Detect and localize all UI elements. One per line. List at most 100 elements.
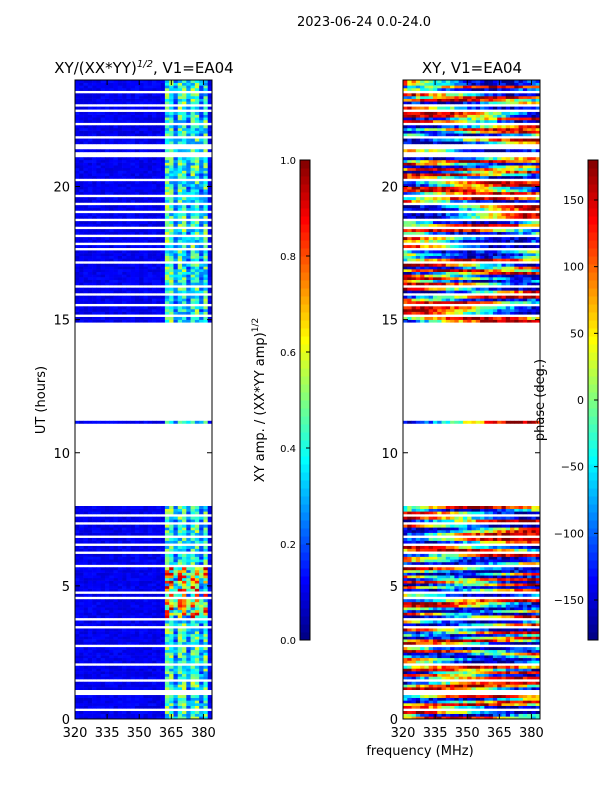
heatmap-cell (113, 191, 119, 195)
heatmap-cell (134, 713, 140, 717)
heatmap-cell (527, 655, 532, 659)
heatmap-cell (199, 266, 204, 270)
heatmap-cell (454, 657, 459, 661)
heatmap-cell (199, 713, 204, 717)
heatmap-cell (109, 85, 114, 89)
heatmap-cell (203, 290, 209, 294)
heatmap-cell (190, 657, 196, 661)
heatmap-cell (92, 127, 97, 131)
heatmap-cell (87, 85, 93, 89)
heatmap-cell (139, 700, 144, 704)
heatmap-cell (156, 631, 161, 635)
heatmap-cell (83, 266, 89, 270)
heatmap-cell (147, 529, 153, 533)
heatmap-cell (199, 569, 204, 573)
heatmap-cell (462, 687, 468, 691)
heatmap-cell (83, 183, 89, 187)
heatmap-cell (96, 716, 101, 720)
heatmap-cell (87, 506, 93, 509)
heatmap-cell (441, 668, 447, 672)
heatmap-cell (177, 207, 183, 211)
heatmap-cell (194, 162, 200, 166)
heatmap-cell (169, 130, 174, 134)
heatmap-cell (126, 279, 131, 283)
heatmap-cell (134, 114, 140, 118)
heatmap-cell (156, 82, 161, 86)
heatmap-cell (92, 628, 97, 632)
heatmap-cell (177, 295, 183, 299)
heatmap-cell (194, 695, 200, 698)
heatmap-cell (454, 695, 459, 698)
heatmap-cell (117, 269, 123, 272)
heatmap-cell (194, 197, 200, 201)
heatmap-cell (139, 255, 144, 259)
heatmap-cell (126, 263, 131, 267)
heatmap-cell (190, 647, 196, 651)
heatmap-cell (199, 604, 204, 608)
heatmap-cell (75, 237, 80, 241)
heatmap-cell (492, 649, 498, 653)
heatmap-cell (432, 697, 438, 701)
heatmap-cell (143, 157, 149, 161)
heatmap-cell (182, 258, 187, 262)
heatmap-cell (92, 506, 97, 509)
heatmap-cell (160, 162, 166, 166)
heatmap-cell (79, 130, 84, 134)
heatmap-cell (109, 82, 114, 86)
heatmap-cell (190, 649, 196, 653)
heatmap-cell (134, 660, 140, 664)
heatmap-cell (139, 199, 144, 203)
heatmap-cell (156, 532, 161, 536)
heatmap-cell (109, 527, 114, 531)
heatmap-cell (147, 628, 153, 632)
heatmap-cell (190, 673, 196, 677)
heatmap-cell (126, 162, 131, 166)
heatmap-cell (203, 588, 209, 592)
heatmap-cell (186, 98, 191, 102)
heatmap-cell (147, 221, 153, 225)
heatmap-cell (147, 633, 153, 637)
heatmap-cell (130, 593, 136, 597)
heatmap-cell (139, 106, 144, 110)
heatmap-cell (194, 567, 200, 571)
heatmap-cell (152, 519, 157, 523)
heatmap-cell (75, 127, 80, 131)
heatmap-cell (122, 615, 127, 619)
heatmap-cell (104, 628, 110, 632)
heatmap-cell (194, 671, 200, 675)
heatmap-cell (92, 665, 97, 669)
heatmap-cell (173, 639, 179, 643)
heatmap-cell (492, 655, 498, 659)
heatmap-cell (199, 655, 204, 659)
heatmap-cell (75, 253, 80, 257)
heatmap-cell (190, 620, 196, 624)
heatmap-cell (83, 575, 89, 579)
heatmap-cell (126, 149, 131, 153)
heatmap-cell (501, 711, 507, 714)
heatmap-cell (100, 274, 106, 278)
heatmap-cell (514, 687, 519, 691)
heatmap-cell (104, 673, 110, 677)
heatmap-cell (75, 263, 80, 267)
heatmap-cell (182, 681, 187, 685)
heatmap-cell (177, 711, 183, 714)
heatmap-cell (122, 181, 127, 185)
heatmap-cell (190, 250, 196, 254)
heatmap-cell (83, 191, 89, 195)
heatmap-cell (173, 223, 179, 227)
heatmap-cell (75, 545, 80, 549)
heatmap-cell (505, 705, 511, 709)
heatmap-cell (92, 237, 97, 241)
heatmap-cell (182, 245, 187, 249)
heatmap-cell (79, 165, 84, 169)
heatmap-cell (147, 684, 153, 688)
heatmap-cell (122, 207, 127, 211)
heatmap-cell (177, 101, 183, 105)
heatmap-cell (156, 684, 161, 688)
heatmap-cell (104, 529, 110, 533)
heatmap-cell (190, 237, 196, 241)
heatmap-cell (109, 671, 114, 675)
heatmap-cell (139, 127, 144, 131)
heatmap-cell (194, 95, 200, 99)
heatmap-cell (492, 695, 498, 698)
